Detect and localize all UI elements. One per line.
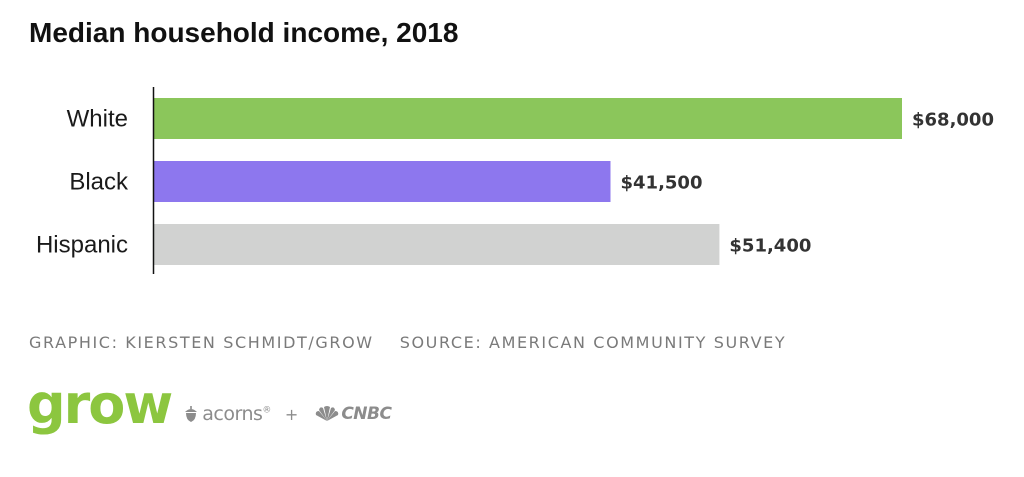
graphic-credit: GRAPHIC: KIERSTEN SCHMIDT/GROW: [29, 333, 374, 352]
bar-chart: White $68,000 Black $41,500 Hispanic $51,400: [36, 87, 994, 274]
value-label-white: $68,000: [912, 110, 994, 131]
brand-logos: grow acorns® + CNBC: [27, 378, 392, 444]
acorn-icon: [185, 406, 198, 422]
grow-logo: grow: [27, 373, 173, 436]
category-label-white: White: [67, 106, 128, 133]
nbc-peacock-icon: [316, 406, 339, 421]
category-label-hispanic: Hispanic: [36, 232, 128, 259]
bar-black: [154, 161, 611, 202]
chart-title: Median household income, 2018: [29, 17, 459, 48]
value-label-black: $41,500: [621, 173, 703, 194]
bar-hispanic: [154, 224, 720, 265]
bar-white: [154, 98, 902, 139]
category-label-black: Black: [69, 169, 129, 196]
acorns-logo: acorns®: [202, 403, 271, 425]
credits-line: GRAPHIC: KIERSTEN SCHMIDT/GROW SOURCE: AM…: [29, 333, 786, 352]
source-credit: SOURCE: AMERICAN COMMUNITY SURVEY: [399, 333, 787, 352]
value-label-hispanic: $51,400: [729, 236, 811, 257]
cnbc-logo: CNBC: [341, 404, 392, 424]
plus-sign: +: [284, 404, 299, 424]
